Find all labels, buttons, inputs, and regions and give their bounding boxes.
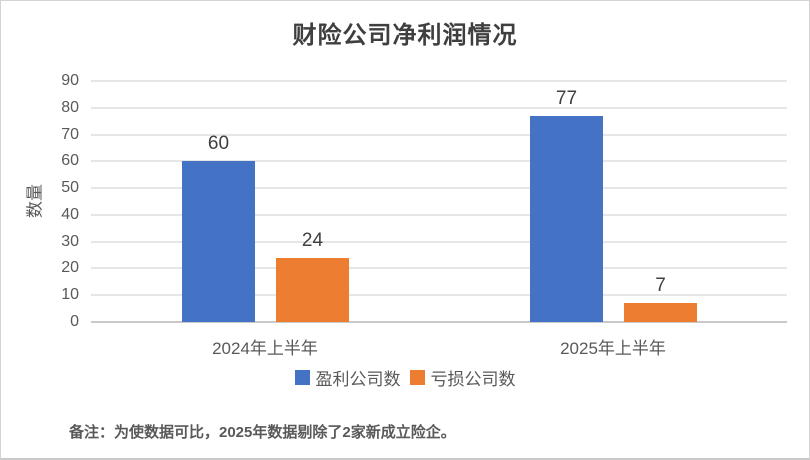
gridline: [91, 133, 787, 136]
bar: [530, 116, 603, 322]
y-tick-label: 80: [61, 98, 79, 116]
y-tick-label: 50: [61, 179, 79, 197]
y-tick-label: 30: [61, 232, 79, 250]
bar-value-label: 7: [655, 275, 666, 296]
x-axis-line: [91, 321, 787, 323]
legend-label: 亏损公司数: [430, 370, 516, 389]
x-axis-labels: 2024年上半年 2025年上半年: [91, 334, 787, 358]
legend-swatch: [409, 370, 425, 385]
plot-area: 60 24 77 7: [91, 80, 787, 323]
y-tick-label: 70: [61, 125, 79, 143]
gridline: [91, 240, 787, 243]
x-category-label: 2025年上半年: [560, 339, 666, 358]
legend-item: 盈利公司数: [294, 365, 401, 390]
bar: [276, 258, 349, 322]
footnote: 备注：为使数据可比，2025年数据剔除了2家新成立险企。: [69, 424, 456, 441]
gridline: [91, 160, 787, 163]
legend: 盈利公司数 亏损公司数: [1, 365, 809, 390]
bar-value-label: 77: [555, 88, 578, 109]
y-tick-label: 20: [61, 259, 79, 277]
bar: [182, 161, 255, 322]
chart-title: 财险公司净利润情况: [292, 22, 518, 49]
gridline: [91, 106, 787, 109]
gridline: [91, 267, 787, 270]
gridline: [91, 294, 787, 297]
legend-label: 盈利公司数: [315, 370, 401, 389]
bar-value-label: 24: [301, 230, 324, 251]
legend-swatch: [294, 370, 310, 385]
legend-item: 亏损公司数: [409, 365, 516, 390]
y-tick-label: 40: [61, 205, 79, 223]
gridline: [91, 80, 787, 82]
x-category-label: 2024年上半年: [212, 339, 318, 358]
y-tick-label: 60: [61, 152, 79, 170]
y-axis-ticks: 0 10 20 30 40 50 60 70 80 90: [31, 73, 79, 330]
gridline: [91, 187, 787, 190]
gridline: [91, 213, 787, 216]
y-tick-label: 90: [61, 72, 79, 89]
bar-value-label: 60: [207, 133, 230, 154]
y-tick-label: 10: [61, 286, 79, 304]
y-tick-label: 0: [70, 313, 79, 330]
bar: [624, 303, 697, 322]
